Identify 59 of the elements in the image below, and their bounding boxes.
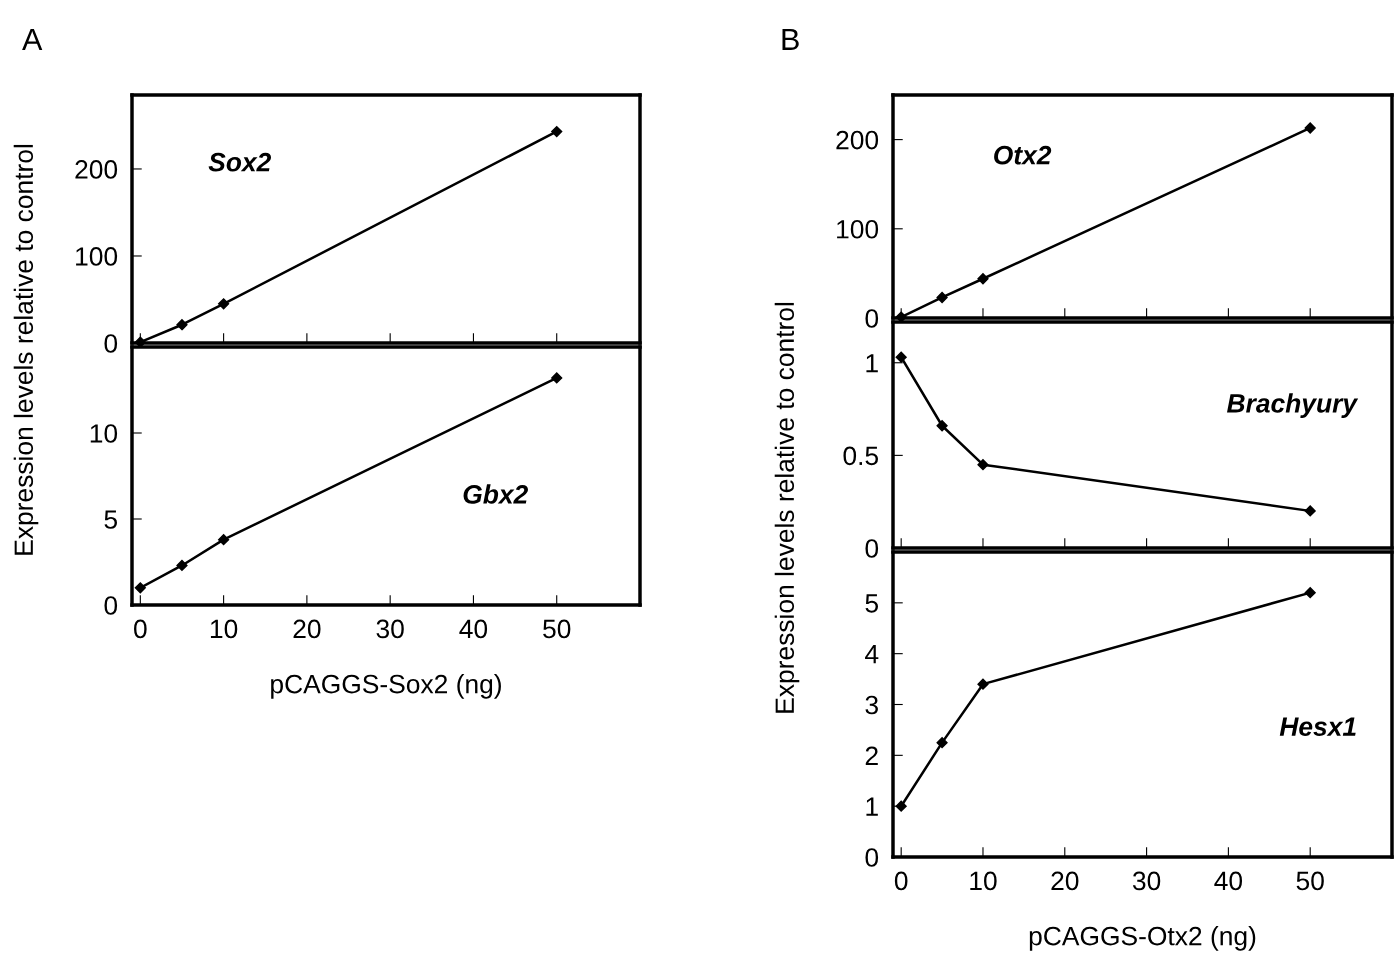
point	[936, 420, 948, 432]
point	[977, 459, 989, 471]
x-tick-label: 40	[1214, 871, 1243, 891]
y-tick-label: 5	[865, 594, 879, 613]
y-tick-label: 1	[866, 797, 878, 816]
text: B	[782, 28, 799, 50]
x-tick-label: 50	[543, 619, 571, 639]
point	[895, 800, 907, 812]
y-tick-label: 4	[865, 645, 879, 664]
text: Hesx1	[1279, 717, 1356, 736]
x-tick-label: 30	[376, 619, 404, 639]
y-tick-label: 2	[865, 746, 878, 765]
y-tick-label: 1	[866, 354, 878, 373]
point	[551, 372, 563, 384]
y-tick-label: 5	[104, 510, 118, 529]
x-tick-label: 20	[293, 619, 321, 639]
point	[1304, 122, 1316, 134]
y-tick-label: 100	[76, 247, 118, 266]
x-tick-label: 0	[134, 619, 147, 639]
x-axis-title: pCAGGS-Otx2 (ng)	[1029, 926, 1256, 951]
point	[176, 559, 188, 572]
point	[176, 319, 188, 331]
y-tick-label: 3	[865, 695, 878, 715]
point	[977, 273, 989, 285]
y-tick-label: 0	[865, 539, 879, 558]
text: Sox2	[208, 152, 271, 172]
y-tick-label: 100	[837, 219, 879, 239]
point	[1304, 587, 1316, 599]
text: A	[22, 28, 43, 50]
y-tick-label: 200	[75, 160, 118, 179]
y-axis-title: Expression levels relative to control	[774, 302, 800, 713]
y-tick-label: 10	[90, 424, 118, 443]
point	[895, 351, 907, 363]
text: Gbx2	[463, 484, 528, 504]
point	[551, 125, 563, 138]
x-tick-label: 50	[1296, 871, 1324, 891]
point	[218, 534, 230, 546]
x-tick-label: 0	[894, 871, 908, 891]
point	[1304, 505, 1316, 517]
x-axis-title: pCAGGS-Sox2 (ng)	[271, 674, 501, 699]
text: Otx2	[994, 145, 1052, 165]
text: Brachyury	[1227, 393, 1359, 418]
x-tick-label: 20	[1051, 871, 1079, 891]
point	[977, 678, 989, 690]
y-axis-title: Expression levels relative to control	[13, 144, 39, 555]
y-tick-label: 0	[104, 334, 118, 353]
point	[936, 291, 948, 304]
y-tick-label: 0	[865, 848, 879, 867]
x-tick-label: 30	[1132, 871, 1161, 891]
x-tick-label: 10	[210, 619, 238, 639]
point	[936, 737, 948, 749]
point	[218, 298, 230, 310]
y-tick-label: 0.5	[843, 446, 879, 466]
y-tick-label: 200	[836, 130, 879, 150]
point	[134, 582, 146, 594]
x-tick-label: 40	[459, 619, 488, 639]
y-tick-label: 0	[104, 596, 118, 615]
y-tick-label: 0	[865, 309, 879, 328]
x-tick-label: 10	[970, 871, 997, 891]
